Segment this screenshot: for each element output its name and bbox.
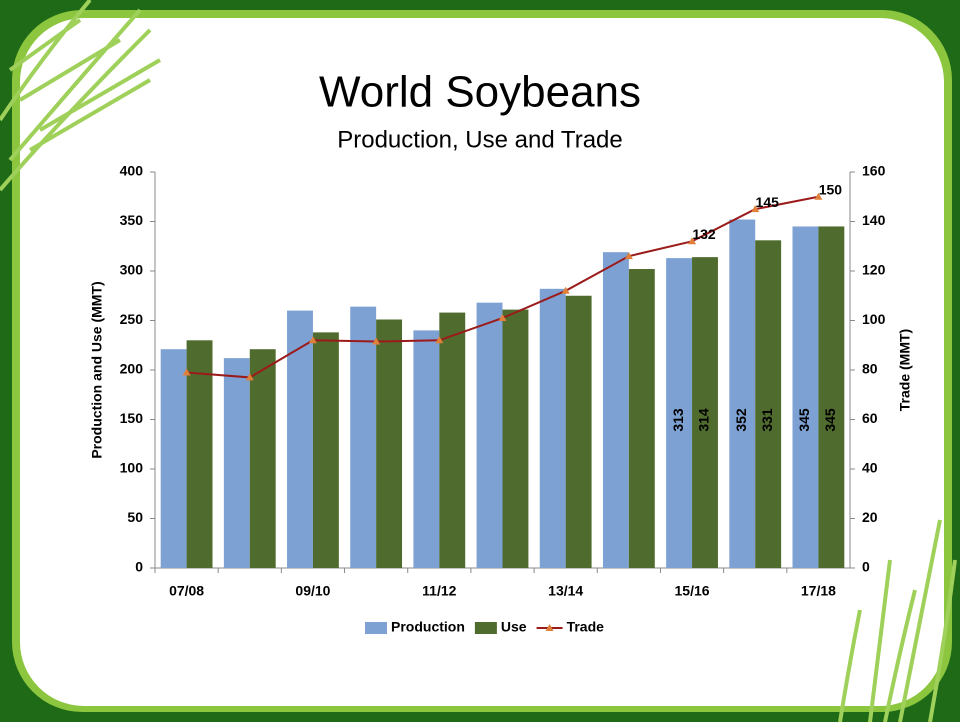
- x-tick-label: 09/10: [295, 583, 330, 599]
- data-label: 345: [796, 408, 812, 432]
- y2-tick-label: 120: [862, 262, 886, 278]
- y2-tick-label: 100: [862, 311, 886, 327]
- chart-subtitle: Production, Use and Trade: [337, 126, 623, 153]
- bar: [186, 340, 213, 568]
- y2-tick-label: 160: [862, 163, 886, 179]
- y-axis-label: Production and Use (MMT): [89, 281, 105, 458]
- trade-marker: [561, 286, 570, 294]
- data-label: 314: [696, 408, 712, 432]
- trade-marker: [182, 368, 191, 376]
- data-label: 132: [692, 226, 716, 242]
- chart-title: World Soybeans: [319, 68, 641, 117]
- trade-marker: [498, 314, 507, 322]
- bar: [729, 219, 756, 568]
- trade-marker: [435, 336, 444, 344]
- x-tick-label: 11/12: [422, 583, 456, 599]
- bar: [755, 240, 782, 568]
- y2-tick-label: 80: [862, 361, 878, 377]
- bar: [413, 330, 440, 568]
- x-tick-label: 17/18: [801, 583, 836, 599]
- bar: [602, 252, 629, 568]
- data-label: 352: [733, 408, 749, 432]
- y-tick-label: 50: [127, 509, 143, 525]
- y2-tick-label: 60: [862, 410, 878, 426]
- y-tick-label: 200: [120, 361, 144, 377]
- trade-marker: [624, 252, 633, 260]
- bar: [628, 269, 655, 568]
- bar: [249, 349, 276, 568]
- y-tick-label: 250: [120, 311, 144, 327]
- y2-tick-label: 0: [862, 559, 870, 575]
- bar: [287, 310, 313, 568]
- trade-marker: [372, 337, 381, 345]
- bar: [350, 306, 377, 568]
- legend-label: Production: [391, 619, 465, 635]
- trade-marker: [688, 237, 697, 245]
- legend-label: Use: [501, 619, 527, 635]
- bar: [565, 295, 592, 568]
- trade-marker: [245, 373, 254, 381]
- y-tick-label: 150: [120, 410, 144, 426]
- data-label: 145: [756, 194, 780, 210]
- trade-marker: [308, 336, 317, 344]
- legend-label: Trade: [567, 619, 605, 635]
- y2-tick-label: 140: [862, 212, 886, 228]
- data-label: 150: [819, 181, 843, 197]
- bar: [818, 226, 845, 568]
- trade-marker: [751, 205, 760, 213]
- y2-tick-label: 20: [862, 509, 878, 525]
- bar: [312, 332, 339, 568]
- bar: [160, 349, 187, 568]
- data-label: 345: [822, 408, 838, 432]
- y2-axis-label: Trade (MMT): [897, 329, 913, 411]
- y2-tick-label: 40: [862, 460, 878, 476]
- bar: [376, 319, 403, 568]
- trade-marker: [814, 192, 823, 200]
- y-tick-label: 0: [135, 559, 143, 575]
- y-tick-label: 300: [120, 262, 144, 278]
- bar: [223, 358, 250, 568]
- legend-swatch: [474, 622, 497, 634]
- data-label: 331: [759, 408, 775, 432]
- x-tick-label: 07/08: [169, 583, 204, 599]
- bar: [666, 258, 693, 568]
- bar: [692, 257, 718, 568]
- y-tick-label: 100: [120, 460, 144, 476]
- bar: [539, 288, 566, 568]
- x-tick-label: 13/14: [548, 583, 583, 599]
- bar: [439, 312, 466, 568]
- legend-swatch: [365, 622, 387, 634]
- x-tick-label: 15/16: [675, 583, 710, 599]
- y-tick-label: 400: [120, 163, 144, 179]
- bar: [476, 302, 503, 568]
- data-label: 313: [670, 408, 686, 432]
- bar: [502, 309, 529, 568]
- bar: [792, 226, 819, 568]
- y-tick-label: 350: [120, 212, 144, 228]
- legend-swatch: [545, 624, 554, 631]
